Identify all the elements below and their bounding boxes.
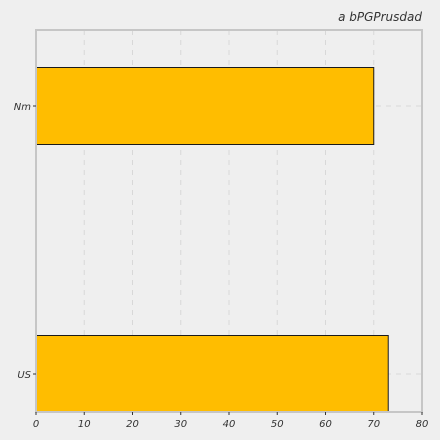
x-axis-ticks: 0 10 20 30 40 50 60 70 80 bbox=[33, 412, 429, 430]
x-tick-label: 80 bbox=[416, 419, 429, 430]
x-tick-label: 50 bbox=[271, 419, 284, 430]
y-axis-ticks: Nm US bbox=[14, 102, 36, 381]
x-tick-label: 0 bbox=[33, 419, 39, 430]
x-tick-label: 60 bbox=[319, 419, 332, 430]
x-tick-label: 70 bbox=[367, 419, 380, 430]
bar-nm bbox=[35, 67, 375, 145]
x-tick-label: 20 bbox=[126, 419, 139, 430]
y-tick-label: US bbox=[17, 370, 31, 381]
y-tick-label: Nm bbox=[14, 102, 31, 113]
x-tick-label: 10 bbox=[78, 419, 91, 430]
bars bbox=[35, 67, 389, 413]
bar-us bbox=[35, 335, 389, 413]
chart-title: a bPGPrusdad bbox=[338, 10, 422, 24]
x-tick-label: 40 bbox=[223, 419, 236, 430]
x-tick-label: 30 bbox=[174, 419, 187, 430]
